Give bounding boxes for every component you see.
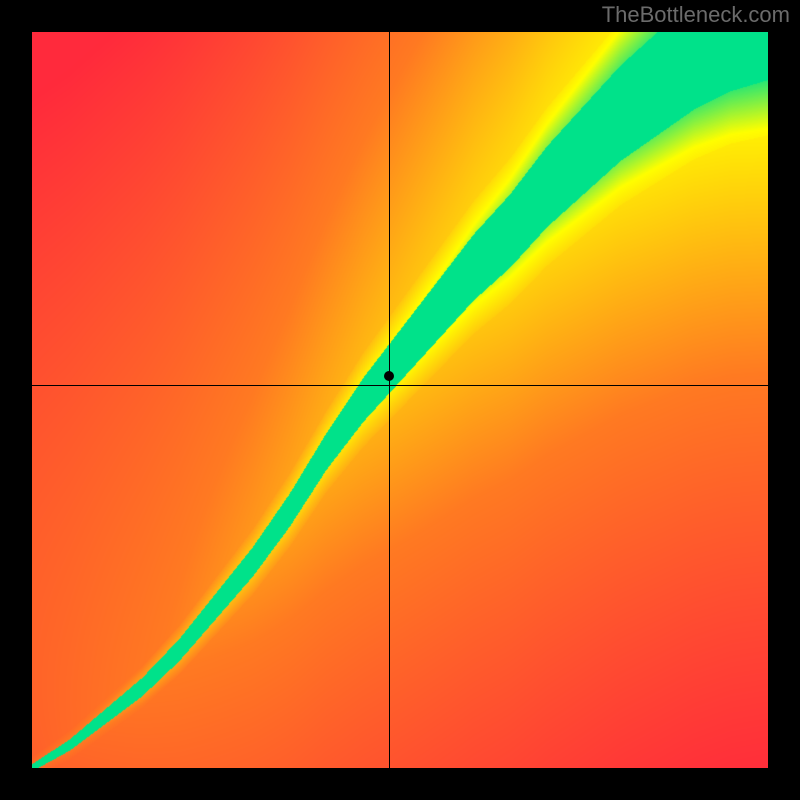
crosshair-vertical xyxy=(389,32,390,768)
plot-area xyxy=(32,32,768,768)
watermark-text: TheBottleneck.com xyxy=(602,2,790,28)
chart-container: TheBottleneck.com xyxy=(0,0,800,800)
heatmap-canvas xyxy=(32,32,768,768)
crosshair-horizontal xyxy=(32,385,768,386)
data-point-marker xyxy=(384,371,394,381)
